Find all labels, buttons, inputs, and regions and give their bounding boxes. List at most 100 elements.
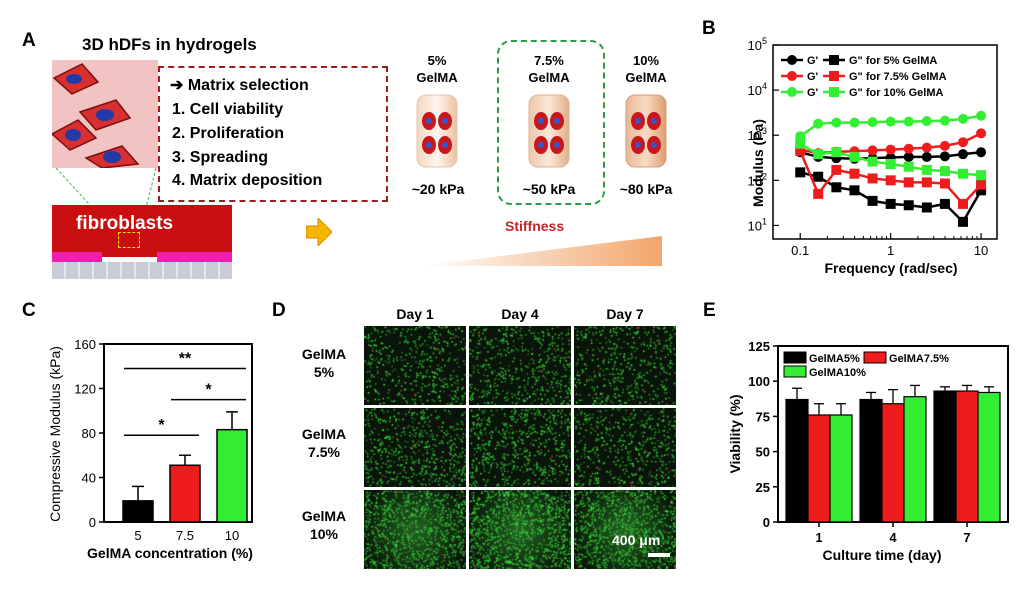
micrograph-gelma-row2-day-col2: [469, 408, 571, 487]
gel-5-percent: 5%: [427, 53, 447, 68]
series-4-point: [939, 115, 950, 126]
x-tick-label-2: 10: [225, 528, 239, 543]
stiffness-label: Stiffness: [505, 218, 565, 234]
significance-label-1: *: [205, 382, 212, 399]
gel-7-5-stiffness: ~50 kPa: [522, 181, 576, 197]
legend-label-2: GelMA10%: [809, 367, 866, 379]
series-0-point: [939, 151, 950, 162]
series-3-point: [795, 145, 806, 156]
gel-10-label: 10% GelMA: [621, 52, 671, 86]
legend-square-marker: [829, 71, 839, 81]
series-1-point: [831, 182, 842, 193]
rheology-chart: Modulus (Pa) Frequency (rad/sec) 1011021…: [748, 36, 998, 276]
row-gelma-10-label: GelMA 10%: [292, 507, 356, 543]
gel-tube-10-icon: [625, 94, 667, 168]
series-3-point: [867, 173, 878, 184]
gel-tube-5-icon: [416, 94, 458, 168]
bar-7.5: [169, 464, 201, 523]
stiffness-gradient-wedge: [420, 236, 662, 266]
series-5-point: [921, 164, 932, 175]
x-tick-label-1: 1: [887, 243, 894, 258]
day-7-header: Day 7: [606, 306, 644, 322]
series-2-point: [976, 128, 987, 139]
series-4-point: [831, 117, 842, 128]
micrograph-gelma-row1-day-col1: [364, 326, 466, 405]
row-gelma-5-label: GelMA 5%: [292, 345, 356, 381]
y-tick-label-2: 50: [756, 445, 770, 460]
series-3-point: [957, 198, 968, 209]
series-3-point: [813, 188, 824, 199]
bar-10: [216, 428, 248, 523]
panel-e-letter: E: [703, 300, 716, 321]
series-1-point: [976, 185, 987, 196]
selected-gel-highlight: [497, 40, 605, 205]
panel-d-letter: D: [272, 300, 286, 321]
row-5-line2: 5%: [313, 364, 335, 380]
legend-swatch-1: [863, 351, 887, 364]
x-tick-label-1: 7.5: [176, 528, 194, 543]
series-4-point: [885, 116, 896, 127]
chart-b-xlabel: Frequency (rad/sec): [824, 260, 957, 276]
bar-GelMA5%-day-7: [933, 390, 957, 523]
legend-circle-marker: [787, 71, 797, 81]
panel-a-letter: A: [22, 30, 36, 51]
fibroblast-layer: [52, 205, 232, 257]
bar-GelMA7.5%-day-7: [955, 390, 979, 523]
micrograph-gelma-row3-day-col1: [364, 490, 466, 569]
significance-label-2: *: [158, 417, 165, 434]
significance-label-0: **: [179, 350, 192, 367]
pink-layer-right: [157, 252, 232, 262]
micrograph-gelma-row3-day-col3: [574, 490, 676, 569]
legend-square-marker: [829, 55, 839, 65]
micrograph-gelma-row2-day-col3: [574, 408, 676, 487]
series-0-point: [957, 149, 968, 160]
x-tick-label-0: 1: [815, 530, 822, 545]
legend-circle-marker: [787, 87, 797, 97]
chart-c-xlabel: GelMA concentration (%): [87, 545, 253, 561]
series-1-point: [903, 200, 914, 211]
x-tick-label-2: 7: [963, 530, 970, 545]
gel-7-5-name: GelMA: [528, 70, 570, 85]
series-4-point: [849, 117, 860, 128]
series-5-point: [849, 151, 860, 162]
matrix-selection-box: ➔ Matrix selection 1. Cell viability 2. …: [158, 66, 388, 202]
series-4-point: [813, 118, 824, 129]
y-tick-label-0: 0: [89, 515, 96, 530]
fibroblasts-label: fibroblasts: [76, 213, 174, 234]
legend-gp-label-1: G': [807, 71, 819, 83]
series-1-point: [957, 216, 968, 227]
gel-tube-7-5-icon: [528, 94, 570, 168]
panel-a-title: 3D hDFs in hydrogels: [82, 35, 257, 54]
row-7-5-line2: 7.5%: [308, 444, 340, 460]
series-4-point: [903, 116, 914, 127]
series-2-point: [867, 145, 878, 156]
criterion-2: 2. Proliferation: [172, 125, 285, 142]
row-gelma-7-5-label: GelMA 7.5%: [292, 425, 356, 461]
zoom-region-box: [118, 232, 140, 248]
series-3-point: [831, 164, 842, 175]
series-5-point: [957, 168, 968, 179]
series-2-point: [957, 137, 968, 148]
series-1-point: [813, 171, 824, 182]
x-tick-label-0: 5: [134, 528, 141, 543]
y-tick-label-1: 40: [82, 471, 96, 486]
series-3-point: [976, 179, 987, 190]
bar-GelMA7.5%-day-1: [807, 414, 831, 523]
series-4-point: [957, 113, 968, 124]
day-4-header: Day 4: [501, 306, 539, 322]
panel-c-letter: C: [22, 300, 36, 321]
gel-7-5-label: 7.5% GelMA: [524, 52, 574, 86]
micrograph-gelma-row3-day-col2: [469, 490, 571, 569]
series-1-point: [849, 185, 860, 196]
series-1-point: [885, 198, 896, 209]
bar-GelMA5%-day-4: [859, 398, 883, 523]
viability-chart: Viability (%) Culture time (day) 0 25 50 75…: [727, 339, 1009, 563]
plot-frame: [772, 44, 998, 240]
substrate-layer: [52, 262, 232, 279]
micrograph-gelma-row2-day-col1: [364, 408, 466, 487]
y-tick-label-0: 0: [763, 515, 770, 530]
y-tick-label-3: 75: [756, 409, 770, 424]
bar-GelMA7.5%-day-4: [881, 403, 905, 523]
row-10-line2: 10%: [309, 526, 339, 542]
series-3-point: [903, 177, 914, 188]
